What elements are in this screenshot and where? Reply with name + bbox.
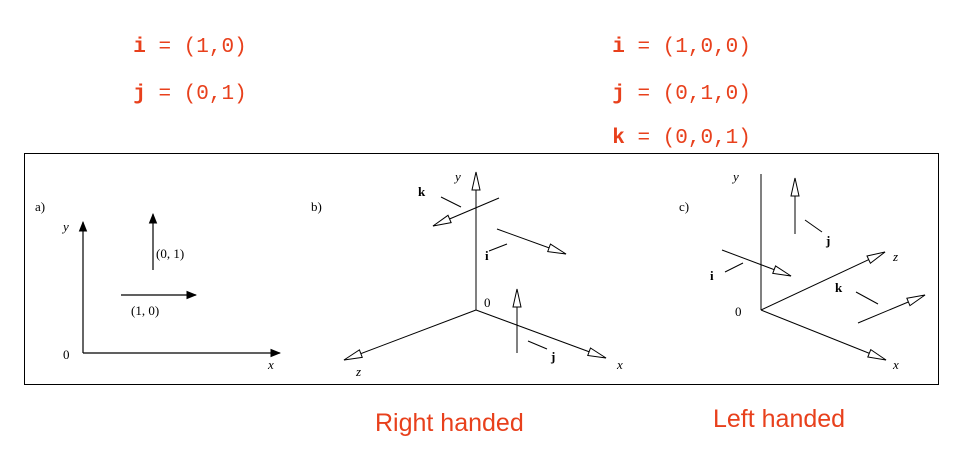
panel-c-i-label: i	[710, 268, 714, 283]
panel-b-tag: b)	[311, 199, 322, 214]
panel-c-i-arrow	[721, 249, 792, 277]
panel-c-k-arrow	[857, 294, 926, 324]
panel-b-y-label: y	[453, 169, 461, 184]
vec2d-j-eq: =	[158, 83, 172, 106]
panel-b-j-label: j	[550, 349, 555, 364]
vec3d-j-eq: =	[637, 83, 651, 106]
panel-a-i-value: (1, 0)	[131, 303, 159, 318]
panel-c-j-label: j	[825, 233, 830, 248]
panel-b-z-axis	[343, 309, 477, 361]
vec3d-i-eq: =	[637, 36, 651, 59]
panel-b-origin: 0	[484, 295, 491, 310]
panel-b-j-leader	[527, 340, 548, 350]
coordinate-systems-figure: a) y x 0 (0, 1) (1, 0) b) y x z 0 k	[24, 153, 939, 385]
caption-right-handed: Right handed	[375, 409, 524, 437]
panel-c-origin: 0	[735, 304, 742, 319]
panel-c-x-axis	[760, 309, 887, 361]
panel-b-i-label: i	[485, 248, 489, 263]
vec3d-k-eq: =	[637, 127, 651, 150]
panel-b-i-leader	[488, 243, 508, 252]
vec3d-i-line: i = (1,0,0)	[587, 13, 751, 59]
panel-c-z-axis	[760, 251, 886, 311]
vec3d-i-value: (1,0,0)	[662, 36, 751, 59]
vec2d-j-value: (0,1)	[183, 83, 247, 106]
panel-b-x-axis	[475, 309, 607, 359]
panel-b-i-arrow	[496, 228, 567, 255]
vec2d-i-line: i = (1,0)	[108, 13, 247, 59]
panel-c-tag: c)	[679, 199, 689, 214]
vec2d-i-name: i	[133, 36, 146, 59]
panel-b-right-handed: b) y x z 0 k i j	[311, 169, 623, 379]
vec2d-i-eq: =	[158, 36, 172, 59]
panel-b-k-arrow	[432, 197, 500, 227]
vec3d-j-line: j = (0,1,0)	[587, 60, 751, 106]
panel-c-k-label: k	[835, 280, 843, 295]
vec2d-j-line: j = (0,1)	[108, 60, 247, 106]
vec3d-j-value: (0,1,0)	[662, 83, 751, 106]
panel-b-k-leader	[440, 196, 462, 208]
panel-c-z-label: z	[892, 249, 898, 264]
panel-c-j-leader	[804, 219, 823, 233]
vec3d-i-name: i	[612, 36, 625, 59]
panel-a-tag: a)	[35, 199, 45, 214]
vec2d-i-value: (1,0)	[183, 36, 247, 59]
vec3d-j-name: j	[612, 83, 625, 106]
panel-c-x-label: x	[892, 357, 899, 372]
vec3d-k-value: (0,0,1)	[662, 127, 751, 150]
caption-left-handed: Left handed	[713, 405, 846, 433]
panel-c-left-handed: c) y x z 0 j i k	[679, 169, 926, 372]
panel-a-origin: 0	[63, 347, 70, 362]
panel-b-x-label: x	[616, 357, 623, 372]
figure-canvas: a) y x 0 (0, 1) (1, 0) b) y x z 0 k	[35, 169, 926, 379]
panel-a-2d: a) y x 0 (0, 1) (1, 0)	[35, 199, 282, 372]
panel-c-y-label: y	[731, 169, 739, 184]
panel-a-x-label: x	[267, 357, 274, 372]
panel-c-i-leader	[724, 262, 744, 273]
vec2d-j-name: j	[133, 83, 146, 106]
vec3d-k-name: k	[612, 127, 625, 150]
panel-a-y-label: y	[61, 219, 69, 234]
panel-a-j-value: (0, 1)	[156, 246, 184, 261]
panel-c-k-leader	[855, 291, 879, 305]
panel-b-k-label: k	[418, 184, 426, 199]
panel-b-z-label: z	[355, 364, 361, 379]
vec3d-k-line: k = (0,0,1)	[587, 104, 751, 150]
